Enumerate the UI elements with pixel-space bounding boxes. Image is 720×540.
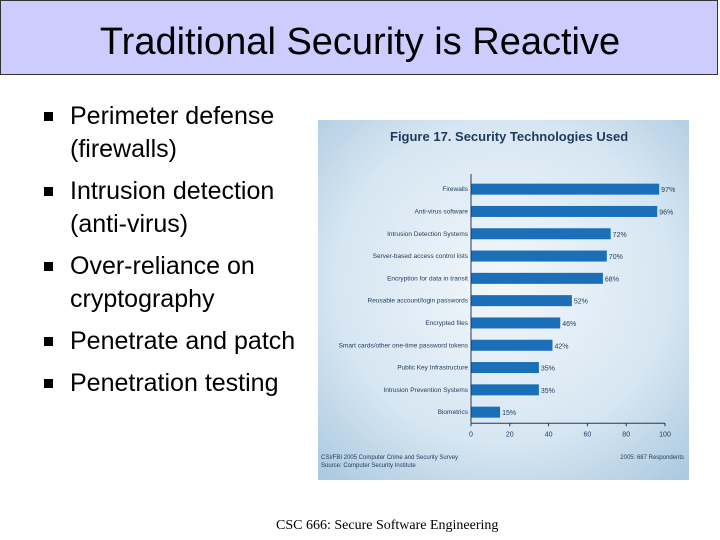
x-tick-label: 60 [584, 431, 592, 438]
title-bar: Traditional Security is Reactive [0, 0, 718, 75]
square-bullet-icon [44, 262, 53, 271]
bar-value-label: 70% [609, 254, 623, 261]
bullet-item: Perimeter defense (firewalls) [44, 100, 314, 166]
category-label: Encryption for data in transit [387, 275, 468, 282]
bullet-item: Penetrate and patch [44, 325, 314, 358]
bar [471, 295, 572, 307]
category-label: Intrusion Prevention Systems [383, 387, 468, 394]
category-label: Firewalls [442, 186, 468, 193]
bar-value-label: 35% [541, 366, 555, 373]
bar [471, 317, 561, 329]
category-label: Biometrics [438, 409, 469, 416]
bullet-list: Perimeter defense (firewalls) Intrusion … [44, 100, 314, 409]
x-tick-label: 40 [545, 431, 553, 438]
bullet-text: Intrusion detection (anti-virus) [70, 177, 275, 238]
bar-value-label: 68% [605, 276, 619, 283]
bar [471, 205, 658, 217]
chart-respondents-note: 2005: 687 Respondents [620, 455, 684, 461]
bullet-text: Penetrate and patch [70, 327, 296, 355]
x-tick-label: 80 [622, 431, 630, 438]
bar-value-label: 72% [613, 232, 627, 239]
bar [471, 228, 611, 240]
x-tick-label: 0 [469, 431, 473, 438]
square-bullet-icon [44, 187, 53, 196]
bullet-item: Over-reliance on cryptography [44, 250, 314, 316]
bar-value-label: 97% [661, 187, 675, 194]
bar-value-label: 35% [541, 388, 555, 395]
bullet-text: Over-reliance on cryptography [70, 252, 255, 313]
category-label: Public Key Infrastructure [397, 365, 468, 372]
bar [471, 339, 553, 351]
category-label: Encrypted files [425, 320, 468, 327]
bullet-text: Penetration testing [70, 369, 279, 397]
square-bullet-icon [44, 379, 53, 388]
category-label: Anti-virus software [415, 208, 469, 215]
bar [471, 272, 603, 284]
category-label: Reusable account/login passwords [368, 298, 469, 305]
bar [471, 384, 539, 396]
bar [471, 250, 607, 262]
x-tick-label: 20 [506, 431, 514, 438]
bullet-item: Penetration testing [44, 367, 314, 400]
bullet-item: Intrusion detection (anti-virus) [44, 175, 314, 241]
category-label: Smart cards/other one-time password toke… [339, 342, 469, 349]
slide-footer: CSC 666: Secure Software Engineering [276, 518, 499, 533]
chart-title: Figure 17. Security Technologies Used [390, 129, 628, 144]
bar [471, 362, 539, 374]
x-tick-label: 100 [659, 431, 671, 438]
bar-value-label: 52% [574, 299, 588, 306]
bar-value-label: 96% [659, 209, 673, 216]
square-bullet-icon [44, 112, 53, 121]
bar-value-label: 42% [554, 343, 568, 350]
chart-source-survey: CSI/FBI 2005 Computer Crime and Security… [321, 455, 458, 469]
slide-title: Traditional Security is Reactive [99, 21, 621, 63]
category-label: Server-based access control lists [373, 253, 469, 260]
bar [471, 183, 660, 195]
bar-value-label: 46% [562, 321, 576, 328]
security-technologies-chart: Figure 17. Security Technologies Used Fi… [318, 120, 689, 480]
category-label: Intrusion Detection Systems [387, 231, 469, 238]
bar-value-label: 15% [502, 410, 516, 417]
bullet-text: Perimeter defense (firewalls) [70, 102, 275, 163]
square-bullet-icon [44, 337, 53, 346]
bar [471, 406, 501, 418]
